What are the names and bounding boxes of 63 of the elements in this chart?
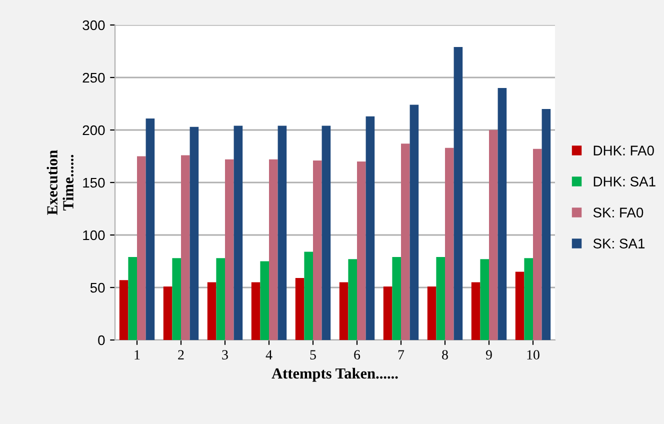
bar <box>295 278 304 340</box>
y-tick-label: 100 <box>83 230 105 240</box>
y-tick-label: 150 <box>83 178 105 188</box>
bar <box>234 126 243 340</box>
bar <box>454 47 463 340</box>
bar <box>119 280 128 340</box>
bar <box>480 259 489 340</box>
x-tick-label: 2 <box>178 350 184 360</box>
bar <box>524 258 533 340</box>
bar <box>269 159 278 340</box>
bar <box>260 261 269 340</box>
y-tick-label: 50 <box>90 282 105 293</box>
bar <box>366 116 375 340</box>
bar <box>445 148 454 340</box>
y-tick-label: 250 <box>82 72 105 83</box>
bar <box>322 126 331 340</box>
y-tick-label: 200 <box>82 125 105 136</box>
bar <box>251 282 260 340</box>
bar <box>128 257 137 340</box>
bar <box>190 126 199 340</box>
x-tick-label: 7 <box>398 350 404 360</box>
y-axis-title: Execution Time...... <box>46 150 74 215</box>
legend-label: DHK: SA1 <box>594 176 656 186</box>
x-tick-label: 1 <box>134 350 140 360</box>
bar <box>410 104 419 340</box>
bar <box>427 286 436 340</box>
bar <box>137 156 146 340</box>
bar <box>225 159 234 340</box>
bar <box>163 286 172 340</box>
bar <box>401 144 410 340</box>
bar <box>278 126 287 340</box>
x-axis-title: Attempts Taken...... <box>272 368 398 382</box>
x-tick-label: 8 <box>442 350 448 360</box>
x-tick-label: 4 <box>266 350 272 360</box>
bar <box>181 155 190 340</box>
bar <box>216 258 225 340</box>
bar <box>489 130 498 340</box>
y-tick-label: 0 <box>98 335 105 346</box>
x-tick-label: 6 <box>354 350 360 360</box>
legend-label: SK: SA1 <box>593 238 645 248</box>
legend-label: SK: FA0 <box>593 208 644 218</box>
x-tick-label: 5 <box>310 350 316 360</box>
bar <box>339 282 348 340</box>
bar <box>207 282 216 340</box>
bar <box>383 286 392 340</box>
bar <box>533 148 542 340</box>
bar <box>392 257 401 340</box>
x-tick-label: 10 <box>527 350 540 360</box>
bar <box>498 88 507 340</box>
bar <box>313 160 322 340</box>
bar <box>515 272 524 340</box>
y-tick-label: 300 <box>82 20 105 30</box>
bar <box>146 118 155 340</box>
bar <box>542 109 551 340</box>
x-tick-label: 3 <box>222 350 228 360</box>
legend-label: DHK: FA0 <box>594 146 654 156</box>
bar <box>304 252 313 340</box>
x-tick-label: 9 <box>486 350 492 360</box>
bar <box>436 257 445 340</box>
bar <box>172 258 181 340</box>
bar <box>471 282 480 340</box>
bar <box>357 162 366 340</box>
bar <box>348 259 357 340</box>
